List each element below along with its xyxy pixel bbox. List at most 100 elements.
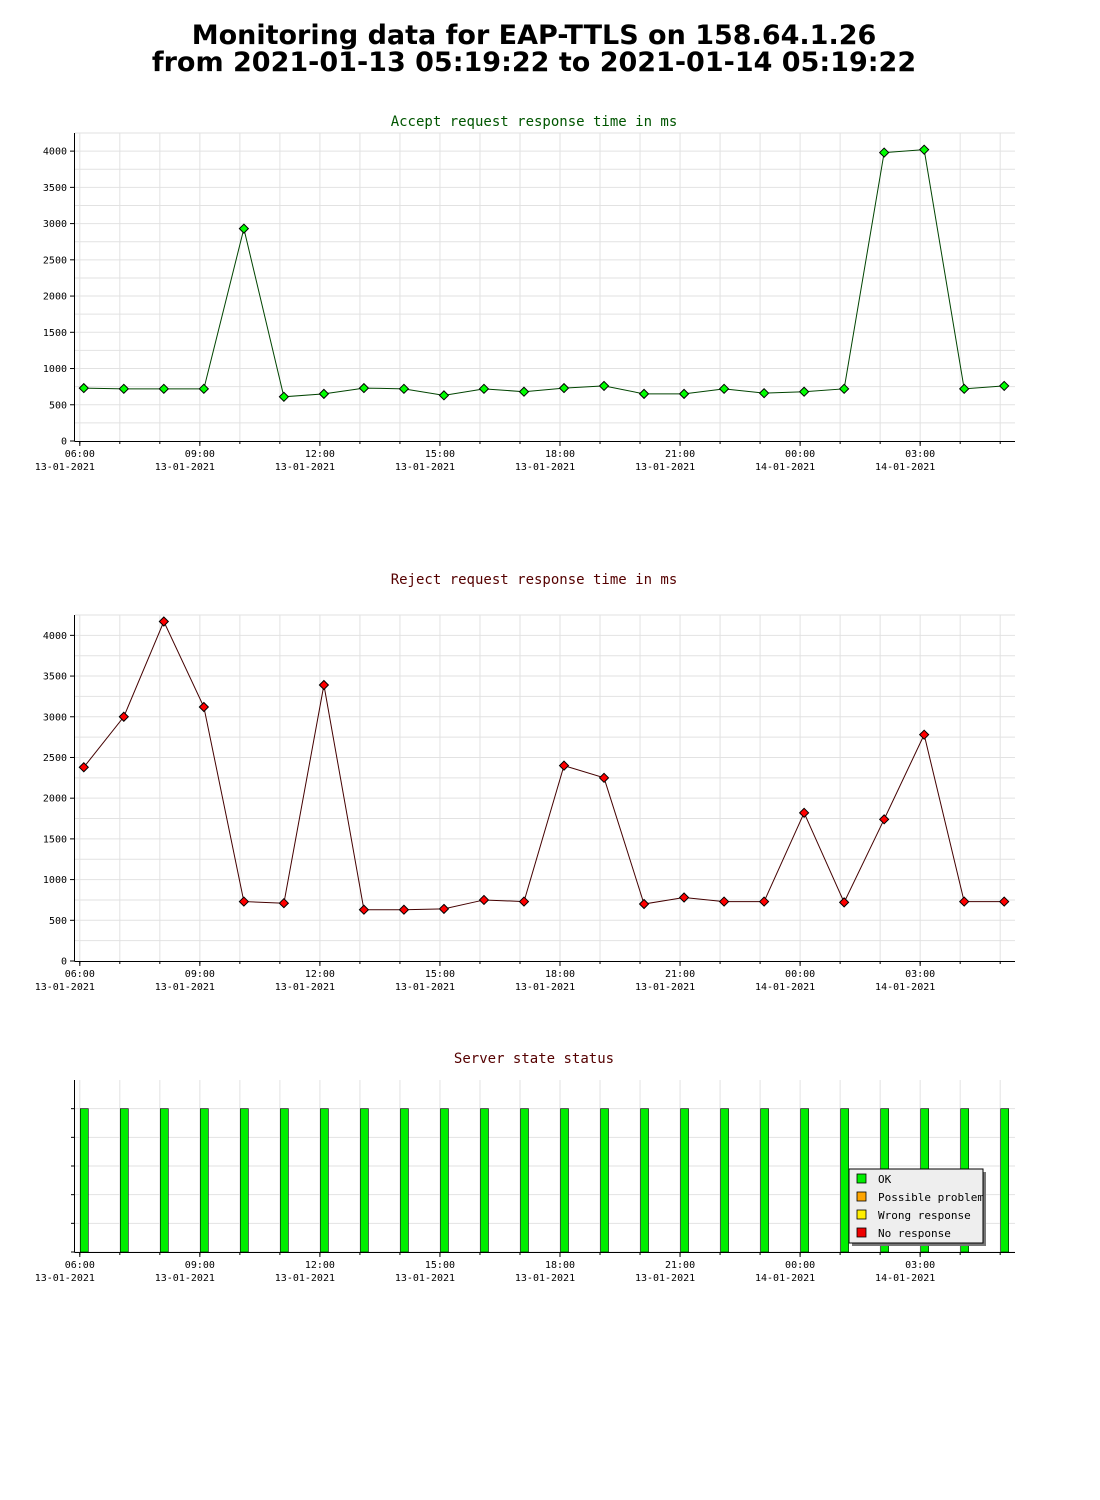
accept-y-tick-label: 1000: [43, 364, 67, 375]
accept-data-point: [478, 383, 490, 395]
accept-data-point: [238, 223, 250, 234]
reject-data-point: [678, 892, 690, 903]
legend-label: Wrong response: [878, 1209, 971, 1222]
status-bar: [360, 1108, 369, 1253]
accept-y-tick-label: 3500: [43, 183, 67, 194]
accept-data-point: [758, 387, 770, 399]
reject-data-point: [358, 904, 370, 915]
status-chart-title: Server state status: [454, 1051, 614, 1067]
accept-x-tick-time: 00:00: [785, 449, 815, 460]
status-bar: [800, 1108, 809, 1253]
status-x-tick-date: 13-01-2021: [515, 1273, 575, 1284]
accept-data-point: [958, 383, 970, 395]
reject-x-tick-time: 06:00: [65, 969, 95, 980]
accept-data-point: [598, 380, 610, 392]
accept-y-tick-label: 1500: [43, 328, 67, 339]
reject-x-tick-time: 15:00: [425, 969, 455, 980]
reject-data-point: [918, 729, 930, 740]
status-x-tick-date: 13-01-2021: [395, 1273, 455, 1284]
reject-data-point: [558, 760, 570, 771]
reject-x-tick-time: 12:00: [305, 969, 335, 980]
reject-y-tick-label: 4000: [43, 631, 67, 642]
status-x-tick-date: 13-01-2021: [35, 1273, 95, 1284]
reject-x-tick-time: 09:00: [185, 969, 215, 980]
reject-data-point: [878, 814, 890, 825]
status-bar: [320, 1108, 329, 1253]
reject-x-tick-date: 13-01-2021: [635, 982, 695, 993]
status-bar: [80, 1108, 89, 1253]
reject-data-point: [718, 896, 730, 907]
reject-x-tick-time: 00:00: [785, 969, 815, 980]
accept-data-point: [678, 388, 690, 400]
reject-data-point: [478, 894, 490, 906]
status-x-tick-date: 14-01-2021: [875, 1273, 935, 1284]
accept-data-point: [318, 388, 330, 400]
status-axes: [71, 1080, 1015, 1257]
accept-x-tick-date: 13-01-2021: [635, 462, 695, 473]
legend-box: [848, 1168, 984, 1244]
reject-data-point: [238, 896, 250, 907]
reject-data-point: [118, 711, 130, 722]
status-x-tick-date: 13-01-2021: [275, 1273, 335, 1284]
status-x-tick-time: 00:00: [785, 1260, 815, 1271]
status-bar: [720, 1108, 729, 1253]
accept-data-point: [878, 147, 890, 158]
status-tick-labels: 06:00 13-01-2021 09:00 13-01-2021 12:00 13-01…: [35, 1260, 936, 1284]
accept-series: [78, 144, 1010, 403]
reject-x-tick-date: 13-01-2021: [395, 982, 455, 993]
status-legend: OK Possible problem Wrong response No respo…: [848, 1168, 986, 1246]
reject-data-point: [758, 896, 770, 907]
status-bar: [760, 1108, 769, 1253]
reject-x-tick-time: 03:00: [905, 969, 935, 980]
legend-swatch: [856, 1209, 867, 1220]
accept-y-tick-label: 0: [61, 437, 67, 448]
legend-swatch: [856, 1173, 867, 1184]
status-bar: [640, 1108, 649, 1253]
reject-data-point: [438, 903, 450, 915]
status-bar: [600, 1108, 609, 1253]
accept-y-tick-label: 2500: [43, 255, 67, 266]
reject-data-point: [798, 807, 810, 819]
server-status-chart: Server state status 06:00 13-01-2021 09:00…: [35, 1051, 1015, 1284]
reject-x-tick-date: 14-01-2021: [755, 982, 815, 993]
reject-y-tick-label: 3500: [43, 672, 67, 683]
accept-tick-labels: 06:00 13-01-2021 09:00 13-01-2021 12:00 13-01…: [35, 147, 936, 473]
accept-y-tick-label: 2000: [43, 292, 67, 303]
accept-x-tick-date: 13-01-2021: [275, 462, 335, 473]
reject-x-tick-date: 13-01-2021: [155, 982, 215, 993]
accept-data-point: [638, 388, 650, 400]
accept-response-chart: Accept request response time in ms 06:00…: [35, 114, 1015, 473]
reject-y-tick-label: 500: [49, 916, 67, 927]
accept-y-tick-label: 3000: [43, 219, 67, 230]
legend-swatch: [856, 1191, 867, 1202]
accept-x-tick-time: 12:00: [305, 449, 335, 460]
legend-label: OK: [878, 1173, 892, 1186]
legend-label: Possible problem: [878, 1191, 984, 1204]
reject-data-point: [398, 904, 410, 915]
reject-y-tick-label: 2500: [43, 753, 67, 764]
reject-data-point: [518, 896, 530, 907]
accept-x-tick-date: 13-01-2021: [515, 462, 575, 473]
reject-data-point: [638, 898, 650, 910]
page-title: Monitoring data for EAP-TTLS on 158.64.1…: [0, 22, 1068, 76]
reject-x-tick-time: 18:00: [545, 969, 575, 980]
status-bar: [680, 1108, 689, 1253]
reject-data-point: [998, 896, 1010, 907]
reject-axes: [70, 615, 1015, 966]
legend-label: No response: [878, 1227, 951, 1240]
accept-y-tick-label: 4000: [43, 147, 67, 158]
accept-x-tick-time: 09:00: [185, 449, 215, 460]
status-bar: [440, 1108, 449, 1253]
status-bar: [1000, 1108, 1009, 1253]
reject-data-point: [278, 897, 290, 909]
page-title-line-2: from 2021-01-13 05:19:22 to 2021-01-14 0…: [151, 47, 917, 78]
reject-data-point: [958, 896, 970, 907]
reject-data-point: [598, 772, 610, 784]
reject-x-tick-date: 13-01-2021: [515, 982, 575, 993]
accept-data-point: [918, 144, 930, 155]
reject-data-point: [78, 762, 90, 773]
reject-y-tick-label: 1000: [43, 875, 67, 886]
reject-series: [78, 616, 1010, 915]
reject-y-tick-label: 0: [61, 957, 67, 968]
